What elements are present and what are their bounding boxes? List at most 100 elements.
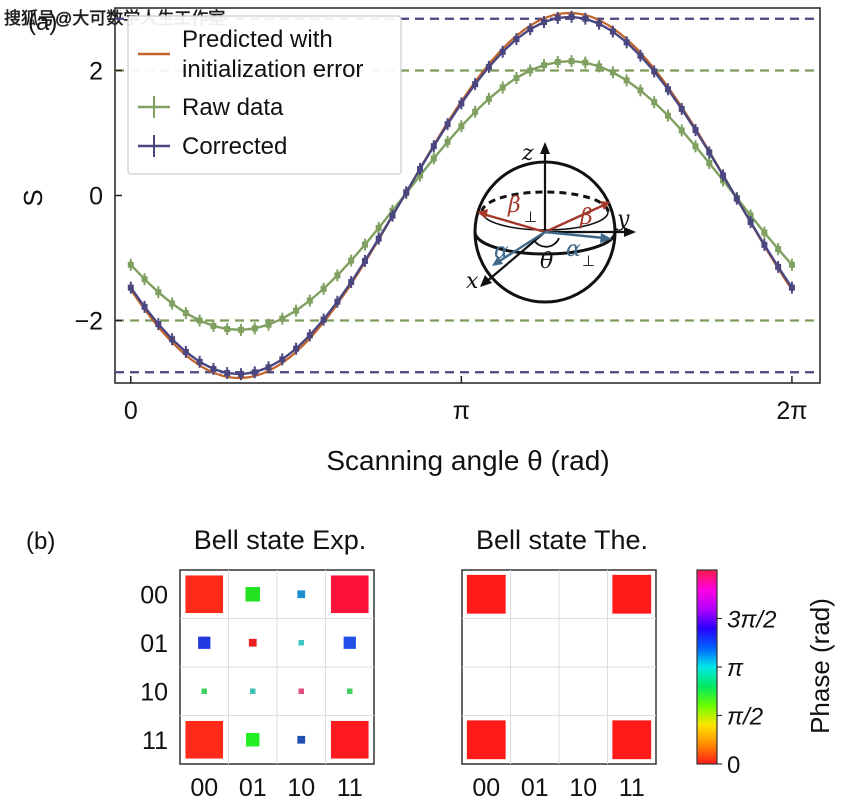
matrix-cell-0-0-3 bbox=[330, 575, 369, 614]
alpha-perp-subscript: ⊥ bbox=[582, 253, 595, 270]
data-point-1-2 bbox=[155, 289, 162, 296]
panel-a-label: (a) bbox=[28, 9, 57, 36]
data-point-2-2 bbox=[155, 321, 162, 328]
data-point-1-34 bbox=[596, 63, 603, 70]
data-point-2-0 bbox=[127, 284, 134, 291]
y-tick-label-0: −2 bbox=[74, 308, 103, 336]
data-point-2-24 bbox=[458, 100, 465, 107]
data-point-2-7 bbox=[224, 370, 231, 377]
data-point-1-36 bbox=[623, 77, 630, 84]
data-point-1-12 bbox=[293, 307, 300, 314]
data-point-1-11 bbox=[279, 315, 286, 322]
data-point-1-13 bbox=[306, 297, 313, 304]
data-point-1-39 bbox=[664, 112, 671, 119]
data-point-2-3 bbox=[169, 336, 176, 343]
beta-perp-head bbox=[477, 209, 488, 219]
beta-perp-vector bbox=[482, 212, 546, 234]
data-point-2-34 bbox=[596, 20, 603, 27]
matrix-cell-0-3-3 bbox=[330, 720, 369, 759]
y-label: y bbox=[616, 207, 630, 232]
data-point-2-17 bbox=[361, 257, 368, 264]
panel-b-label: (b) bbox=[26, 528, 55, 555]
y-tick-label-2: 2 bbox=[89, 58, 103, 86]
data-point-2-44 bbox=[733, 195, 740, 202]
data-point-2-12 bbox=[293, 345, 300, 352]
colorbar-tick-label-2: π bbox=[727, 655, 744, 682]
matrix-cell-0-3-2 bbox=[297, 735, 306, 744]
x-axis-label: Scanning angle θ (rad) bbox=[326, 445, 609, 476]
data-point-1-29 bbox=[527, 67, 534, 74]
legend-label-predicted-1: Predicted with bbox=[182, 26, 333, 53]
data-point-1-17 bbox=[361, 241, 368, 248]
data-point-2-47 bbox=[775, 263, 782, 270]
data-point-1-3 bbox=[169, 300, 176, 307]
matrix-cell-0-2-1 bbox=[250, 688, 256, 694]
data-point-2-32 bbox=[568, 13, 575, 20]
data-point-1-48 bbox=[788, 261, 795, 268]
beta-head bbox=[600, 201, 610, 210]
data-point-1-26 bbox=[485, 95, 492, 102]
matrix-theory: 00 01 10 11 bbox=[461, 569, 657, 802]
data-point-2-30 bbox=[540, 19, 547, 26]
data-point-2-16 bbox=[348, 279, 355, 286]
alpha-label: α bbox=[494, 239, 509, 264]
data-point-2-33 bbox=[582, 15, 589, 22]
data-point-1-7 bbox=[224, 326, 231, 333]
legend-box bbox=[127, 15, 402, 175]
data-point-2-18 bbox=[375, 235, 382, 242]
legend-label-predicted-2: initialization error bbox=[182, 56, 363, 83]
data-point-1-18 bbox=[375, 224, 382, 231]
matrix-cell-0-1-2 bbox=[298, 640, 304, 646]
y-arrow-head bbox=[624, 227, 636, 237]
colorbar-tick-label-1: π/2 bbox=[727, 704, 763, 731]
matrix-cell-0-1-0 bbox=[198, 636, 211, 649]
data-point-2-21 bbox=[417, 165, 424, 172]
row-label-0: 00 bbox=[140, 581, 168, 609]
data-point-2-36 bbox=[623, 39, 630, 46]
theta-label: θ bbox=[540, 249, 553, 274]
data-point-1-24 bbox=[458, 123, 465, 130]
alpha-head bbox=[492, 256, 503, 266]
data-point-1-10 bbox=[265, 321, 272, 328]
data-point-2-25 bbox=[472, 81, 479, 88]
beta-label: β bbox=[579, 205, 593, 230]
data-point-1-30 bbox=[540, 62, 547, 69]
axis-ticks: 0 π 2π −2 0 2 bbox=[74, 58, 807, 426]
y-tick-label-1: 0 bbox=[89, 183, 103, 211]
data-point-2-20 bbox=[403, 189, 410, 196]
data-point-2-35 bbox=[609, 28, 616, 35]
data-point-1-31 bbox=[554, 58, 561, 65]
data-point-2-27 bbox=[499, 48, 506, 55]
data-point-1-42 bbox=[706, 160, 713, 167]
x-label: x bbox=[466, 269, 479, 294]
legend: Predicted with initialization error Raw … bbox=[127, 15, 402, 175]
data-point-2-28 bbox=[513, 36, 520, 43]
data-point-1-21 bbox=[417, 172, 424, 179]
data-point-2-37 bbox=[637, 52, 644, 59]
matrix-cell-1-3-3 bbox=[612, 720, 652, 760]
panel-b: (b) Bell state Exp. Bell state The. 0000… bbox=[26, 525, 835, 802]
data-point-1-47 bbox=[775, 246, 782, 253]
data-point-1-9 bbox=[251, 325, 258, 332]
series-layer bbox=[127, 10, 795, 381]
x-tick-label-1: π bbox=[453, 397, 470, 425]
beta-perp-subscript: ⊥ bbox=[524, 209, 537, 226]
col-label-0-1: 01 bbox=[239, 774, 267, 802]
col-label-0-2: 10 bbox=[287, 774, 315, 802]
matrix-cell-0-0-1 bbox=[245, 586, 261, 602]
row-label-2: 10 bbox=[140, 678, 168, 706]
data-point-2-14 bbox=[320, 316, 327, 323]
alpha-perp-label: α bbox=[566, 237, 581, 262]
data-point-2-41 bbox=[692, 127, 699, 134]
reference-lines bbox=[115, 17, 820, 374]
col-label-0-3: 11 bbox=[337, 774, 363, 802]
data-point-2-13 bbox=[306, 332, 313, 339]
alpha-vector bbox=[497, 230, 546, 264]
data-point-1-32 bbox=[568, 58, 575, 65]
matrix-cell-0-3-1 bbox=[246, 733, 260, 747]
x-tick-label-2: 2π bbox=[776, 397, 807, 425]
data-point-1-8 bbox=[237, 326, 244, 333]
data-point-1-25 bbox=[472, 108, 479, 115]
data-point-2-39 bbox=[664, 86, 671, 93]
